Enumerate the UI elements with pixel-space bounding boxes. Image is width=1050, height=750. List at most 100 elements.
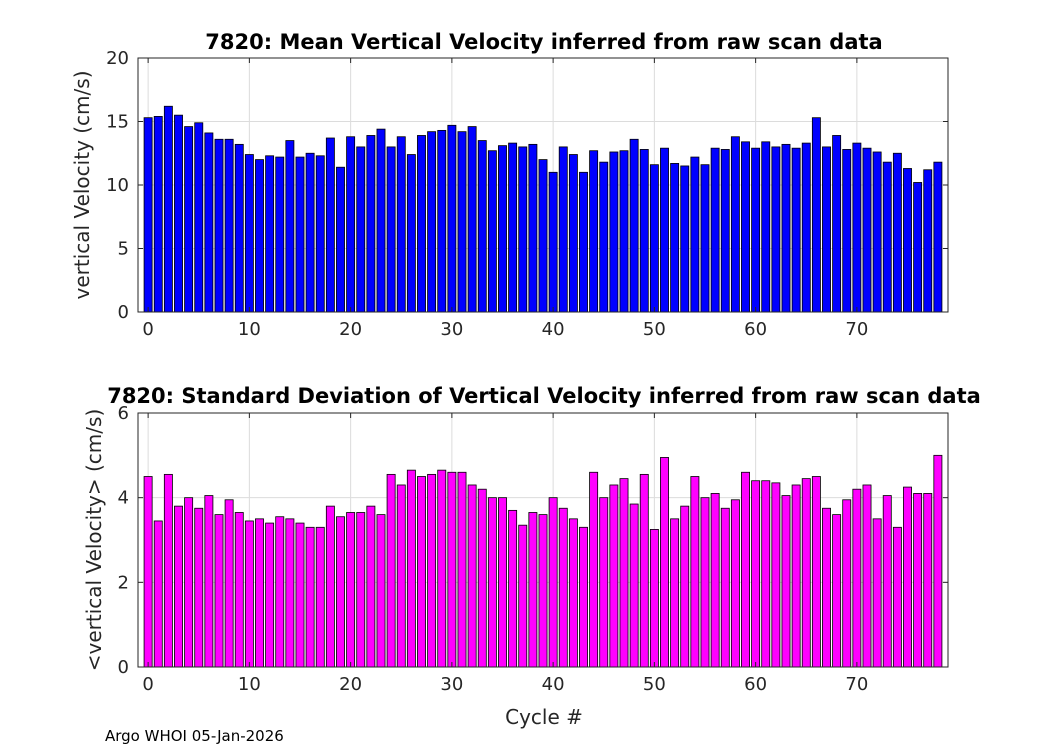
bottom-bar-38 <box>528 512 538 668</box>
bottom-bar-42 <box>568 518 578 668</box>
bottom-bar-19 <box>336 516 345 668</box>
top-bar-55 <box>700 164 710 313</box>
top-bar-53 <box>680 165 690 313</box>
bottom-bar-2 <box>163 473 173 668</box>
top-x-tick-label-0: 0 <box>142 319 153 340</box>
bottom-bar-55 <box>700 497 710 668</box>
bottom-bar-45 <box>599 497 609 668</box>
top-bar-76 <box>913 182 923 313</box>
bottom-bar-32 <box>467 484 477 668</box>
top-y-tick-label-15: 15 <box>106 112 129 133</box>
bottom-bar-44 <box>589 471 599 668</box>
top-bar-2 <box>163 105 173 313</box>
bottom-axes-frame <box>137 412 949 668</box>
footer-credit: Argo WHOI 05-Jan-2026 <box>105 727 284 745</box>
top-bar-44 <box>589 150 599 313</box>
bottom-bar-78 <box>933 454 943 668</box>
top-bar-35 <box>498 145 507 313</box>
top-y-tick-label-5: 5 <box>118 239 129 260</box>
bottom-bar-66 <box>811 476 821 668</box>
bottom-bar-70 <box>852 488 862 668</box>
bottom-bar-51 <box>660 457 669 668</box>
bottom-y-tick-label-6: 6 <box>118 403 129 424</box>
top-y-tick-label-20: 20 <box>106 48 129 69</box>
top-bar-33 <box>477 140 487 313</box>
bottom-bar-52 <box>670 518 680 668</box>
bottom-bar-63 <box>781 495 791 668</box>
top-bar-17 <box>315 155 325 313</box>
top-bar-39 <box>538 159 548 313</box>
top-bar-9 <box>234 143 244 313</box>
top-bar-71 <box>862 147 872 313</box>
top-bar-19 <box>336 166 345 313</box>
top-bar-73 <box>882 161 892 313</box>
top-bar-72 <box>872 151 882 313</box>
top-bar-59 <box>741 141 750 313</box>
top-x-tick-label-40: 40 <box>542 319 565 340</box>
top-bar-60 <box>751 147 761 313</box>
top-bar-32 <box>467 126 477 313</box>
bottom-bar-71 <box>862 484 872 668</box>
bottom-bar-50 <box>649 529 659 668</box>
bottom-bar-18 <box>325 505 335 668</box>
bottom-bar-7 <box>214 514 224 668</box>
bottom-bar-22 <box>366 505 376 668</box>
top-bar-68 <box>832 135 842 313</box>
bottom-bar-61 <box>761 480 771 668</box>
bottom-x-tick-label-60: 60 <box>744 674 767 695</box>
bottom-bar-39 <box>538 514 548 668</box>
top-bar-64 <box>791 147 801 313</box>
top-bar-23 <box>376 128 386 313</box>
top-tick-labels: 0 10 20 30 40 50 60 70 0 5 10 15 20 <box>106 48 948 340</box>
bottom-bar-29 <box>437 469 447 668</box>
bottom-y-tick-label-4: 4 <box>118 488 129 509</box>
top-bar-21 <box>356 146 366 313</box>
bottom-bar-31 <box>457 471 467 668</box>
bottom-bar-27 <box>417 476 426 668</box>
bottom-y-axis-label: <vertical Velocity> (cm/s) <box>82 409 106 672</box>
top-bar-18 <box>325 137 335 313</box>
bottom-bar-28 <box>427 473 437 668</box>
mean-velocity-chart: 0 10 20 30 40 50 60 70 0 5 10 15 20 7820: Mean Verti… <box>70 30 949 340</box>
top-bar-47 <box>619 150 629 313</box>
top-bar-8 <box>224 138 234 313</box>
top-bar-50 <box>649 164 659 313</box>
std-velocity-chart: 0 10 20 30 40 50 60 70 0 2 4 6 7820: Standard Devia… <box>82 384 981 729</box>
top-bar-52 <box>670 163 680 313</box>
top-bar-3 <box>174 114 183 313</box>
top-chart-title: 7820: Mean Vertical Velocity inferred fr… <box>205 30 882 54</box>
top-bar-22 <box>366 135 376 313</box>
bottom-bar-65 <box>801 478 811 668</box>
top-x-tick-label-20: 20 <box>339 319 362 340</box>
top-bar-20 <box>346 136 356 313</box>
bottom-bar-40 <box>548 497 558 668</box>
top-bar-62 <box>771 146 781 313</box>
bottom-bar-34 <box>487 497 497 668</box>
bottom-bar-36 <box>508 509 518 668</box>
bottom-bar-49 <box>639 473 649 668</box>
bottom-bar-15 <box>295 522 305 668</box>
bottom-bar-57 <box>720 507 730 668</box>
top-bar-10 <box>244 154 254 313</box>
top-bar-30 <box>447 124 457 313</box>
top-x-tick-label-70: 70 <box>845 319 868 340</box>
top-bar-11 <box>255 159 264 313</box>
bottom-bar-17 <box>315 526 325 668</box>
bottom-bar-13 <box>275 516 285 668</box>
top-bar-75 <box>903 168 912 313</box>
bottom-x-tick-label-70: 70 <box>845 674 868 695</box>
top-bar-66 <box>811 117 821 313</box>
top-bar-69 <box>842 149 852 313</box>
bottom-bar-24 <box>386 473 396 668</box>
top-bar-78 <box>933 161 943 313</box>
bottom-bar-77 <box>923 493 933 668</box>
bottom-bar-33 <box>477 488 487 668</box>
bottom-bar-0 <box>143 476 153 668</box>
bottom-chart-title: 7820: Standard Deviation of Vertical Vel… <box>107 384 981 408</box>
bottom-bar-20 <box>346 512 356 668</box>
top-x-tick-label-50: 50 <box>643 319 666 340</box>
top-bar-46 <box>609 151 619 313</box>
top-bar-40 <box>548 171 558 313</box>
top-bar-45 <box>599 161 609 313</box>
bottom-y-tick-label-2: 2 <box>118 572 129 593</box>
